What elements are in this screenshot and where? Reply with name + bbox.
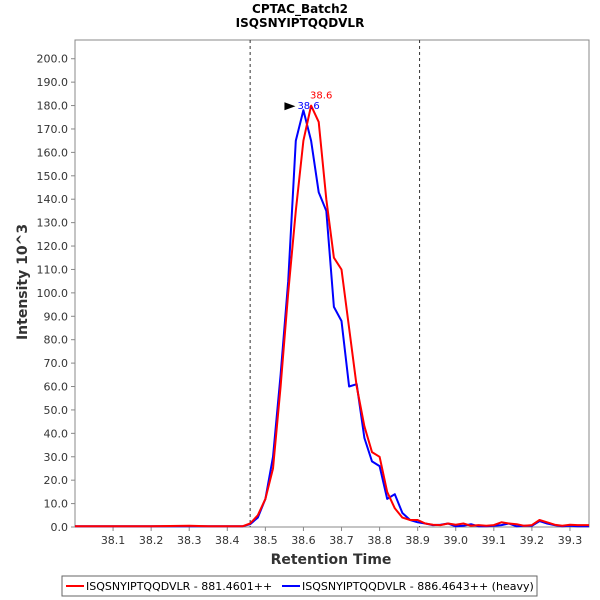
y-tick-label: 20.0 bbox=[44, 474, 69, 487]
legend: ISQSNYIPTQQDVLR - 881.4601++ ISQSNYIPTQQ… bbox=[61, 575, 538, 597]
peak-label-light: 38.6 bbox=[310, 91, 332, 102]
x-axis-title: Retention Time bbox=[271, 552, 392, 568]
y-tick-label: 80.0 bbox=[44, 334, 69, 347]
series-line-light bbox=[75, 104, 589, 528]
y-tick-label: 100.0 bbox=[37, 287, 69, 300]
chart-subtitle: ISQSNYIPTQQDVLR bbox=[236, 16, 365, 30]
y-tick-label: 110.0 bbox=[37, 263, 69, 276]
y-tick-label: 160.0 bbox=[37, 146, 69, 159]
y-tick-label: 70.0 bbox=[44, 357, 69, 370]
chart-title: CPTAC_Batch2 bbox=[252, 2, 348, 17]
y-tick-label: 190.0 bbox=[37, 76, 69, 89]
y-axis-ticks: 0.0 10.0 20.0 30.0 40.0 50.0 60.0 70.0 80.0 90.0 1… bbox=[37, 53, 75, 534]
x-tick-label: 38.7 bbox=[329, 534, 354, 547]
x-tick-label: 39.0 bbox=[443, 534, 468, 547]
y-tick-label: 120.0 bbox=[37, 240, 69, 253]
x-tick-label: 38.2 bbox=[139, 534, 164, 547]
x-tick-label: 38.5 bbox=[253, 534, 278, 547]
y-tick-label: 170.0 bbox=[37, 123, 69, 136]
x-axis-ticks: 38.1 38.2 38.3 38.4 38.5 38.6 38.7 38.8 38.9 39.0… bbox=[101, 527, 582, 547]
y-tick-label: 200.0 bbox=[37, 53, 69, 66]
x-tick-label: 39.2 bbox=[520, 534, 545, 547]
x-tick-label: 38.1 bbox=[101, 534, 126, 547]
legend-label-light: ISQSNYIPTQQDVLR - 881.4601++ bbox=[86, 580, 272, 593]
x-tick-label: 39.3 bbox=[558, 534, 583, 547]
peak-label-heavy: 38.6 bbox=[297, 101, 319, 112]
y-tick-label: 90.0 bbox=[44, 310, 69, 323]
peak-arrow-icon bbox=[284, 102, 296, 111]
x-tick-label: 38.4 bbox=[215, 534, 240, 547]
y-tick-label: 40.0 bbox=[44, 427, 69, 440]
peak-labels: 38.638.6 bbox=[284, 91, 332, 112]
y-tick-label: 0.0 bbox=[51, 521, 69, 534]
x-tick-label: 39.1 bbox=[482, 534, 507, 547]
x-tick-label: 38.3 bbox=[177, 534, 202, 547]
legend-label-heavy: ISQSNYIPTQQDVLR - 886.4643++ (heavy) bbox=[302, 580, 534, 593]
y-tick-label: 30.0 bbox=[44, 451, 69, 464]
y-tick-label: 150.0 bbox=[37, 170, 69, 183]
y-tick-label: 180.0 bbox=[37, 100, 69, 113]
series-layer bbox=[75, 104, 589, 528]
x-tick-label: 38.8 bbox=[367, 534, 392, 547]
y-tick-label: 140.0 bbox=[37, 193, 69, 206]
x-tick-label: 38.9 bbox=[405, 534, 430, 547]
y-tick-label: 130.0 bbox=[37, 217, 69, 230]
y-tick-label: 10.0 bbox=[44, 498, 69, 511]
y-axis-title: Intensity 10^3 bbox=[15, 224, 31, 340]
y-tick-label: 50.0 bbox=[44, 404, 69, 417]
y-tick-label: 60.0 bbox=[44, 381, 69, 394]
x-tick-label: 38.6 bbox=[291, 534, 316, 547]
